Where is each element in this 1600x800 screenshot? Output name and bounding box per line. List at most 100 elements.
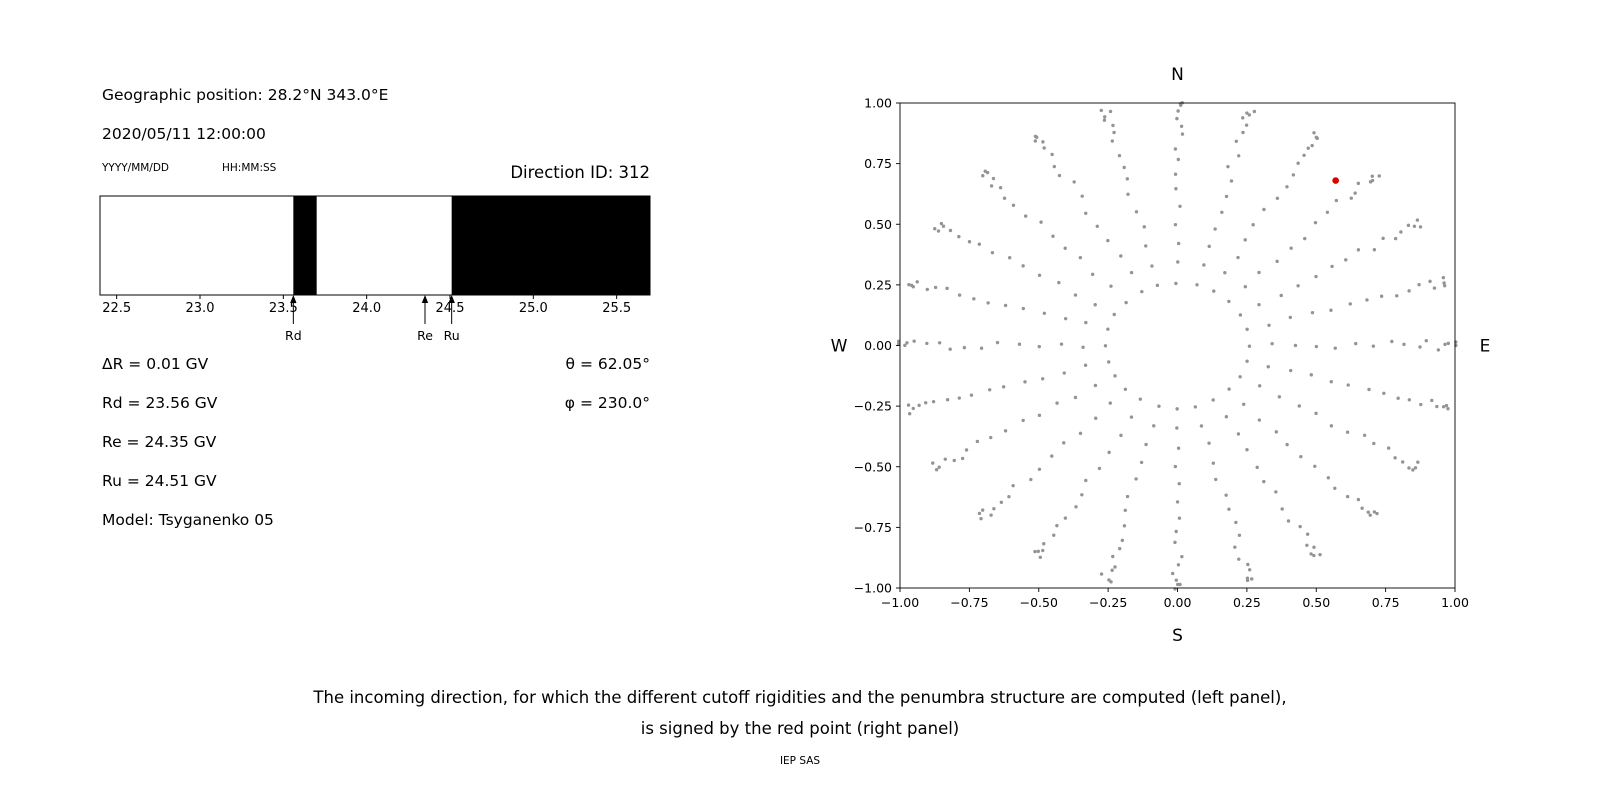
direction-dot [1377,174,1381,178]
direction-dot [1345,494,1350,499]
direction-dot [1285,442,1289,447]
y-tick-label: 0.25 [864,277,892,292]
red-point [1332,177,1339,184]
direction-dot [1296,161,1300,165]
x-tick-label: 0.50 [1302,595,1330,610]
direction-dot [1125,177,1130,181]
direction-dot [1247,568,1252,572]
direction-dot [1353,191,1357,195]
direction-dot [1173,540,1177,545]
direction-dot [1173,172,1178,176]
direction-dot [1041,140,1045,144]
direction-dot [1021,306,1026,311]
direction-dot [1174,281,1178,286]
direction-dot [1325,210,1330,214]
direction-dot [1093,303,1097,307]
direction-dot [1038,555,1043,559]
direction-dot [1402,342,1406,347]
direction-dot [1289,246,1293,250]
direction-dot [1134,210,1139,214]
direction-dot [1257,302,1261,307]
direction-dot [1303,236,1307,241]
direction-dot [1062,441,1066,445]
direction-dot [1415,218,1420,222]
direction-dot [990,250,995,255]
ru-arrowhead [448,295,455,303]
direction-dot [1171,571,1175,576]
y-tick-label: 1.00 [864,96,892,111]
direction-dot [1245,359,1249,363]
direction-dot [1178,582,1182,587]
direction-dot [1084,478,1088,483]
direction-dot [1224,493,1228,497]
direction-dot [1175,426,1179,430]
direction-dot [1312,553,1316,558]
direction-dot [1052,533,1056,537]
direction-dot [933,285,938,290]
direction-dot [1007,256,1012,260]
direction-dot [1412,224,1417,228]
direction-dot [1144,244,1148,248]
direction-dot [1345,430,1350,434]
direction-dot [1055,401,1059,405]
direction-dot [917,403,921,408]
direction-dot [1139,460,1144,465]
direction-dot [1095,224,1099,228]
direction-dot [1102,118,1107,122]
direction-dot [1407,398,1412,402]
direction-dot [1407,289,1411,293]
direction-dot [1432,286,1437,290]
direction-dot [1097,466,1102,471]
direction-dot [1103,115,1107,119]
direction-dot [1237,533,1242,537]
direction-dot [967,240,972,244]
direction-dot [1039,220,1043,224]
direction-dot [1344,258,1348,262]
direction-dot [1042,542,1046,546]
direction-dot [1084,211,1088,215]
direction-dot [941,224,946,228]
direction-dot [1442,281,1446,285]
direction-dot [1078,255,1083,260]
direction-dot [1312,545,1316,549]
direction-dot [925,341,929,346]
direction-dot [989,513,993,517]
direction-dot [1370,178,1375,183]
direction-dot [925,287,930,292]
direction-dot [1207,244,1211,249]
direction-dot [1306,146,1310,150]
direction-dot [1274,430,1279,434]
direction-dot [1286,519,1291,523]
direction-dot [1109,580,1113,584]
direction-dot [1370,174,1374,178]
direction-dot [1367,387,1371,392]
direction-dot [903,343,907,348]
direction-dot [957,234,961,239]
direction-dot [1042,311,1047,316]
y-tick-label: −0.25 [854,399,892,414]
direction-dot [1176,157,1181,162]
x-tick-label: 0.00 [1164,595,1192,610]
direction-dot [1299,454,1303,459]
direction-dot [1150,264,1154,268]
west-label: W [831,337,848,357]
direction-dot [999,500,1004,505]
direction-dot [975,439,980,444]
direction-dot [1349,196,1353,200]
direction-dot [1041,548,1045,553]
direction-dot [1057,280,1061,285]
direction-dot [1314,274,1318,279]
direction-dot [1356,181,1361,186]
direction-dot [915,280,919,284]
direction-dot [1106,238,1110,243]
direction-dot [1129,415,1134,419]
direction-dot [1051,234,1055,238]
direction-dot [945,397,950,402]
direction-dot [896,339,901,344]
direction-dot [1297,404,1301,408]
direction-dot [987,388,992,392]
direction-dot [1155,283,1160,288]
direction-dot [1080,493,1084,497]
direction-dot [1107,450,1111,455]
direction-dot [1074,505,1078,509]
